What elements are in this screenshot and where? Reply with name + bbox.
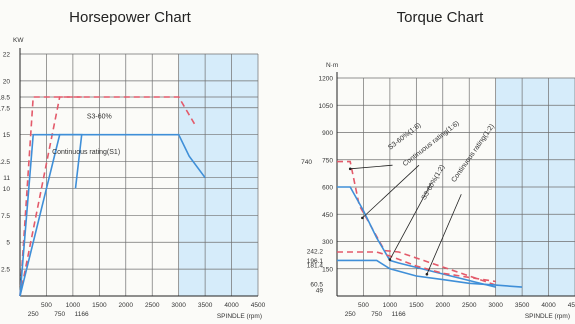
y-tick-label: 1050 [319, 103, 334, 110]
y-tick-label: 5 [6, 240, 10, 247]
annotation-pointer [426, 194, 462, 275]
y-tick-label: 20 [3, 78, 11, 85]
series-line [19, 133, 206, 297]
y-tick-label: 12.5 [0, 159, 10, 166]
annotation-label: S3-60% [87, 114, 112, 121]
y-axis-unit: N·m [326, 62, 338, 69]
y-tick-label: 11 [3, 175, 10, 182]
x-tick-label: 500 [41, 302, 52, 309]
y-tick-label: 17.5 [0, 105, 10, 112]
x-tick-label: 2000 [119, 302, 134, 309]
x-tick-label: 4000 [224, 302, 239, 309]
annotation-pointer-head [361, 216, 364, 220]
y-side-label: 242.2 [307, 249, 324, 256]
x-tick-label: 1000 [383, 302, 398, 309]
series-line [19, 133, 83, 297]
annotation-pointer-head [388, 258, 392, 261]
x-tick-label: 3000 [171, 302, 186, 309]
series-line [19, 96, 82, 297]
y-side-label: 49 [316, 288, 324, 295]
y-side-label: 181.4 [307, 263, 324, 270]
x-tick-label: 3500 [198, 302, 213, 309]
y-tick-label: 300 [322, 239, 333, 246]
y-tick-label: 750 [322, 157, 333, 164]
annotation-pointer [389, 183, 432, 260]
y-tick-label: 900 [322, 130, 333, 137]
annotation-pointer [362, 164, 420, 219]
y-axis-unit: KW [13, 37, 24, 44]
x-axis-label: SPINDLE (rpm) [525, 313, 570, 320]
x-tick-label: 2500 [462, 302, 477, 309]
chart-title: Horsepower Chart [69, 9, 192, 26]
y-tick-label: 18.5 [0, 95, 10, 102]
horsepower-chart: Horsepower Chart KW SPINDLE (rpm) 22 20 18… [0, 9, 266, 320]
series-line [19, 96, 196, 297]
y-tick-label: 22 [3, 52, 11, 59]
series-line [337, 259, 523, 288]
x-tick-label: 4000 [541, 302, 556, 309]
y-tick-label: 15 [3, 132, 11, 139]
x-axis-label: SPINDLE (rpm) [217, 313, 262, 320]
annotation-pointer-head [348, 167, 352, 171]
y-side-label: 60.5 [310, 282, 323, 289]
x-tick-label: 2000 [436, 302, 451, 309]
x-tick-label: 3500 [515, 302, 530, 309]
y-tick-label: 450 [322, 212, 333, 219]
torque-chart: Torque Chart N·m SPINDLE (rpm) 1200 1050 9… [301, 9, 575, 320]
shaded-region [178, 54, 258, 296]
y-tick-label: 2.5 [1, 267, 10, 274]
x-tick-label: 1000 [66, 302, 81, 309]
x-tick-label-low: 750 [371, 311, 382, 318]
y-tick-label: 600 [322, 185, 333, 192]
x-tick-label: 1500 [409, 302, 424, 309]
x-tick-label: 3000 [488, 302, 503, 309]
y-side-label: 196.1 [307, 258, 324, 265]
x-tick-label-low: 1166 [392, 311, 406, 318]
x-tick-label: 4500 [568, 302, 575, 309]
y-side-label: 740 [301, 159, 312, 166]
annotation-label: Continuous rating(S1) [52, 149, 120, 156]
x-tick-label-low: 250 [28, 311, 39, 318]
annotation-pointer-head [425, 272, 429, 276]
x-tick-label: 500 [358, 302, 369, 309]
x-tick-label-low: 1166 [75, 311, 89, 318]
y-tick-label: 150 [322, 266, 333, 273]
x-tick-label: 1500 [92, 302, 107, 309]
y-tick-label: 1200 [319, 76, 334, 83]
x-tick-label-low: 750 [54, 311, 65, 318]
x-tick-label: 2500 [145, 302, 160, 309]
y-tick-label: 10 [3, 186, 11, 193]
series-line [337, 186, 496, 288]
annotation-pointer [350, 164, 393, 170]
annotation-label: S3-60%(1:6) [387, 122, 422, 152]
series-line [337, 251, 496, 283]
x-tick-label: 4500 [251, 302, 266, 309]
x-tick-label-low: 250 [345, 311, 356, 318]
y-tick-label: 7.5 [1, 213, 10, 220]
chart-title: Torque Chart [397, 9, 485, 26]
